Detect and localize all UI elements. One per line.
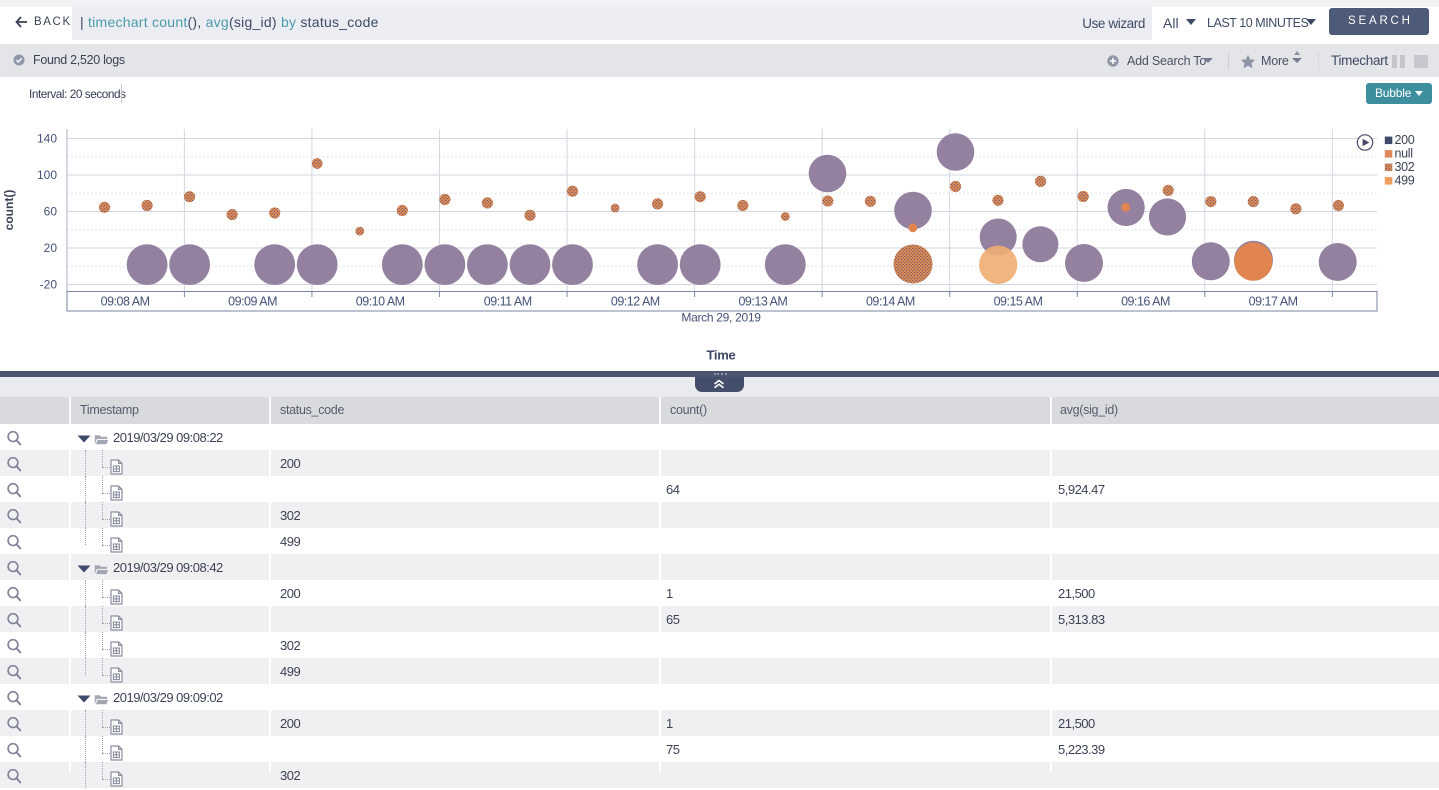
- svg-text:09:08 AM: 09:08 AM: [101, 295, 150, 309]
- svg-text:March 29, 2019: March 29, 2019: [681, 311, 761, 325]
- svg-text:200: 200: [1395, 133, 1415, 147]
- svg-text:100: 100: [37, 168, 57, 182]
- svg-text:09:16 AM: 09:16 AM: [1121, 295, 1170, 309]
- svg-text:Time: Time: [707, 348, 736, 363]
- svg-text:20: 20: [44, 241, 58, 255]
- svg-text:09:12 AM: 09:12 AM: [611, 295, 660, 309]
- svg-text:09:14 AM: 09:14 AM: [866, 295, 915, 309]
- svg-text:09:11 AM: 09:11 AM: [484, 295, 532, 309]
- svg-text:count(): count(): [2, 190, 16, 231]
- svg-text:null: null: [1395, 146, 1413, 160]
- svg-text:60: 60: [44, 205, 58, 219]
- svg-text:302: 302: [1395, 160, 1415, 174]
- svg-text:09:15 AM: 09:15 AM: [994, 295, 1043, 309]
- svg-text:-20: -20: [40, 278, 58, 292]
- svg-text:140: 140: [37, 132, 57, 146]
- svg-text:09:09 AM: 09:09 AM: [228, 295, 277, 309]
- svg-text:09:13 AM: 09:13 AM: [738, 295, 787, 309]
- svg-text:499: 499: [1395, 173, 1415, 187]
- svg-text:09:10 AM: 09:10 AM: [356, 295, 405, 309]
- svg-text:09:17 AM: 09:17 AM: [1249, 295, 1298, 309]
